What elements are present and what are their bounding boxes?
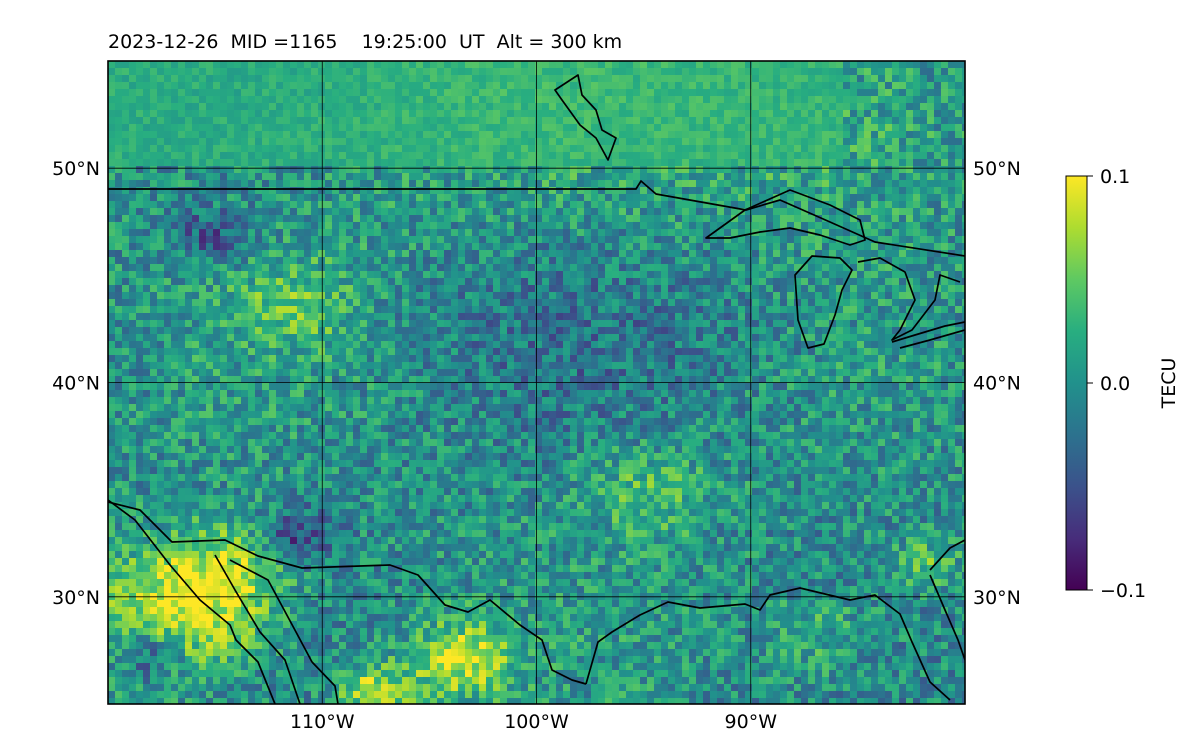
lat-tick-label-left: 50°N xyxy=(52,158,100,180)
lat-tick-label-left: 40°N xyxy=(52,373,100,395)
lat-tick-label-right: 50°N xyxy=(973,158,1021,180)
colorbar-tick-label: 0.1 xyxy=(1100,166,1130,188)
lon-tick-label: 90°W xyxy=(725,711,778,733)
colorbar: 0.1 0.0 −0.1 TECU xyxy=(1066,166,1180,602)
lon-tick-label: 100°W xyxy=(504,711,569,733)
map-area xyxy=(108,61,970,706)
lon-tick-label: 110°W xyxy=(290,711,355,733)
colorbar-tick-label: −0.1 xyxy=(1100,580,1146,602)
tec-heatmap xyxy=(108,61,970,706)
colorbar-tick-label: 0.0 xyxy=(1100,373,1130,395)
lat-tick-label-left: 30°N xyxy=(52,587,100,609)
colorbar-label: TECU xyxy=(1158,358,1180,410)
colorbar-ticks: 0.1 0.0 −0.1 xyxy=(1087,166,1146,602)
lat-labels-left: 50°N 40°N 30°N xyxy=(52,158,100,609)
lat-labels-right: 50°N 40°N 30°N xyxy=(973,158,1021,609)
lat-tick-label-right: 40°N xyxy=(973,373,1021,395)
lat-tick-label-right: 30°N xyxy=(973,587,1021,609)
figure-title: 2023-12-26 MID =1165 19:25:00 UT Alt = 3… xyxy=(108,31,622,53)
colorbar-gradient xyxy=(1066,176,1087,590)
lon-labels: 110°W 100°W 90°W xyxy=(290,711,777,733)
